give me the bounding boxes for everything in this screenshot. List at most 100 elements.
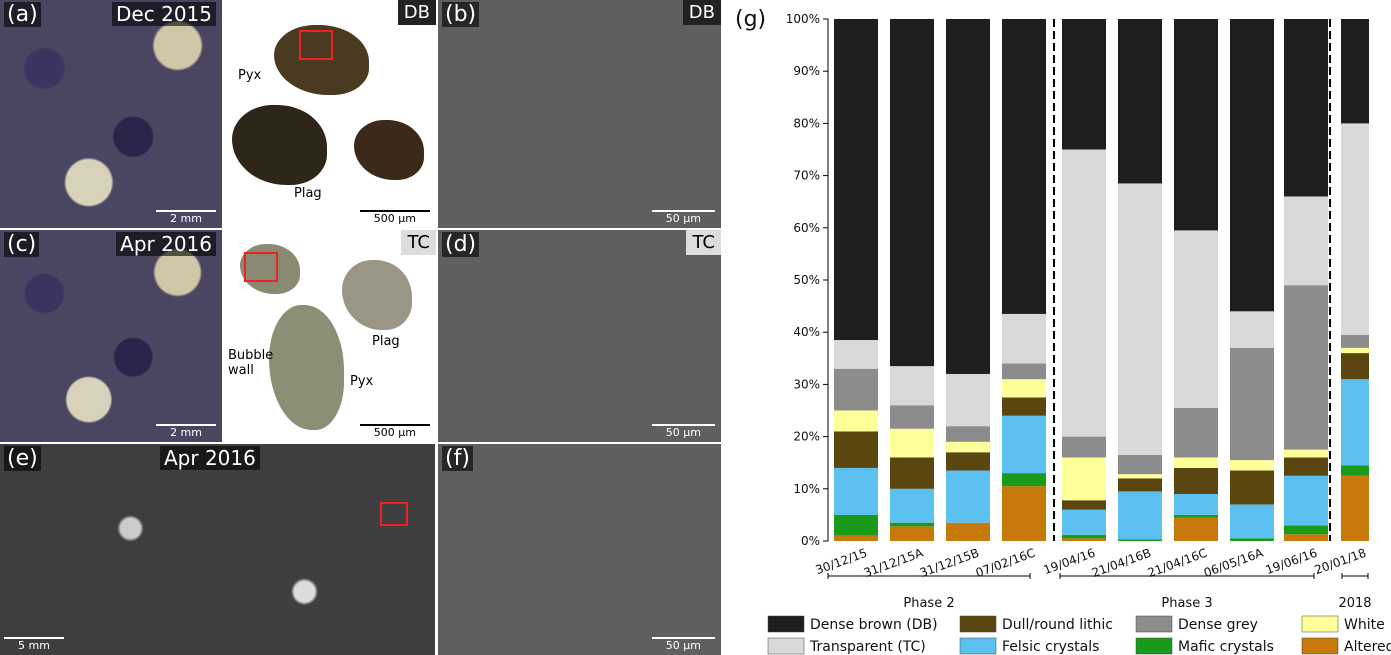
bar-segment — [1062, 509, 1106, 535]
bar-segment — [1230, 470, 1274, 505]
bar-segment — [1174, 467, 1218, 495]
bar-segment — [1062, 457, 1106, 501]
x-tick-label: 19/06/16 — [1264, 546, 1319, 578]
bar-segment — [1341, 347, 1369, 354]
legend-label: Transparent (TC) — [809, 639, 926, 655]
bar-segment — [1002, 415, 1046, 474]
bar-segment — [834, 340, 878, 369]
bar-segment — [1230, 460, 1274, 471]
bar-segment — [1118, 183, 1162, 455]
x-tick-label: 31/12/15B — [918, 546, 981, 580]
y-tick-label: 40% — [793, 325, 820, 339]
annotation: Plag — [372, 334, 400, 349]
x-tick-label: 30/12/15 — [814, 546, 869, 578]
bar-segment — [834, 431, 878, 468]
bar-segment — [834, 410, 878, 432]
panel-title: Dec 2015 — [112, 2, 216, 26]
panel-label: (b) — [442, 2, 480, 27]
bar-segment — [1002, 397, 1046, 416]
legend-swatch — [1301, 615, 1339, 633]
legend-swatch — [1135, 637, 1173, 655]
scale-bar: 2 mm — [156, 424, 216, 439]
y-tick-label: 80% — [793, 116, 820, 130]
legend-swatch — [1135, 615, 1173, 633]
bar-segment — [834, 368, 878, 411]
x-tick-label: 19/04/16 — [1042, 546, 1097, 578]
y-tick-label: 0% — [801, 534, 820, 548]
scale-bar: 5 mm — [4, 637, 64, 652]
panel-title: Apr 2016 — [116, 232, 216, 256]
bar-segment — [834, 514, 878, 536]
bar-segment — [1118, 491, 1162, 540]
legend-swatch — [767, 615, 805, 633]
y-tick-label: 20% — [793, 430, 820, 444]
bar-segment — [1118, 478, 1162, 492]
panel-title: Apr 2016 — [160, 446, 260, 470]
scale-bar: 50 µm — [651, 637, 715, 652]
bar-segment — [1062, 534, 1106, 539]
bar-segment — [890, 366, 934, 406]
bar-segment — [1284, 525, 1328, 535]
bar-segment — [890, 522, 934, 527]
panel-db-grains: DB Pyx Plag 500 µm — [224, 0, 436, 228]
bar-segment — [834, 19, 878, 341]
legend-swatch — [1301, 637, 1339, 655]
y-tick-label: 90% — [793, 64, 820, 78]
bar-segment — [890, 526, 934, 541]
panel-a: (a) Dec 2015 2 mm — [0, 0, 222, 228]
bar-segment — [1002, 313, 1046, 364]
x-tick-label: 20/01/18 — [1313, 546, 1368, 578]
bar-segment — [1341, 123, 1369, 335]
panel-d: (d) TC 50 µm — [438, 230, 721, 442]
panel-label: (d) — [442, 232, 480, 257]
bar-segment — [1284, 19, 1328, 197]
bar-segment — [1284, 534, 1328, 541]
scale-bar: 500 µm — [359, 424, 430, 439]
annotation: Pyx — [350, 374, 374, 389]
legend-label: Dense grey — [1178, 617, 1258, 633]
panel-label: (c) — [4, 232, 40, 257]
bar-segment — [946, 452, 990, 471]
bar-segment — [946, 426, 990, 442]
bar-segment — [834, 467, 878, 515]
bar-segment — [1118, 19, 1162, 184]
bar-segment — [1002, 486, 1046, 541]
bar-segment — [1341, 379, 1369, 466]
x-tick-label: 06/05/16A — [1202, 545, 1266, 580]
x-tick-label: 31/12/15A — [862, 545, 926, 580]
bar-segment — [890, 428, 934, 458]
bar-segment — [834, 535, 878, 541]
bar-segment — [1341, 465, 1369, 476]
bar-segment — [1174, 230, 1218, 408]
bar-segment — [946, 470, 990, 523]
group-bracket — [1059, 573, 1315, 579]
bar-segment — [1284, 285, 1328, 450]
bar-segment — [1002, 379, 1046, 398]
scale-bar: 500 µm — [359, 210, 430, 225]
x-tick-label: 21/04/16C — [1146, 546, 1209, 580]
bar-segment — [1118, 539, 1162, 541]
bar-segment — [1002, 473, 1046, 487]
panel-tc-grains: TC Plag Bubble wall Pyx 500 µm — [224, 230, 436, 442]
group-bracket — [1341, 573, 1369, 579]
bar-segment — [1341, 353, 1369, 380]
y-tick-label: 50% — [793, 273, 820, 287]
bar-segment — [946, 19, 990, 374]
bar-segment — [1062, 500, 1106, 510]
bar-segment — [1341, 475, 1369, 541]
annotation: Pyx — [238, 68, 262, 83]
bar-segment — [1284, 196, 1328, 286]
scale-bar: 50 µm — [651, 210, 715, 225]
bar-segment — [946, 373, 990, 427]
panel-label: (f) — [442, 446, 473, 471]
panel-label: (g) — [735, 7, 766, 32]
panel-label: (e) — [4, 446, 41, 471]
bar-segment — [1002, 19, 1046, 314]
bar-segment — [890, 457, 934, 489]
panel-b: (b) DB 50 µm — [438, 0, 721, 228]
legend-swatch — [959, 637, 997, 655]
bar-segment — [1118, 454, 1162, 475]
bar-segment — [1062, 19, 1106, 150]
bar-segment — [1174, 407, 1218, 458]
